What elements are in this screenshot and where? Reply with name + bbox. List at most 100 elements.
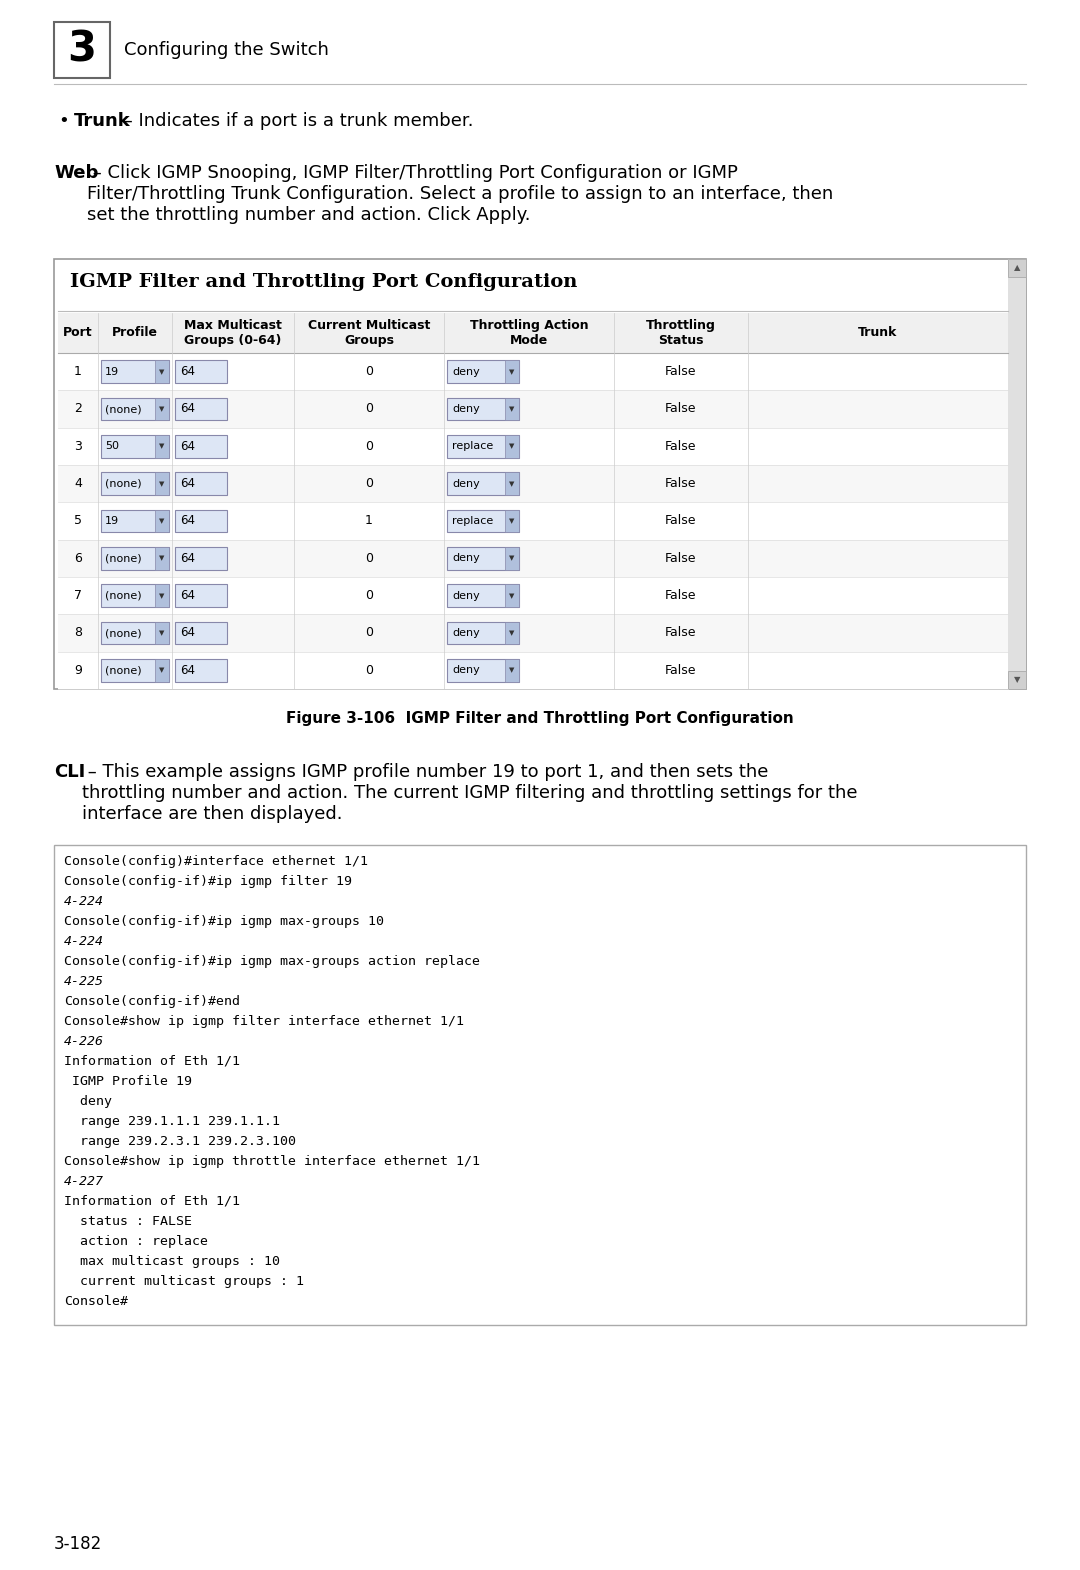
Text: Max Multicast
Groups (0-64): Max Multicast Groups (0-64) xyxy=(184,319,282,347)
Text: Information of Eth 1/1: Information of Eth 1/1 xyxy=(64,1195,240,1207)
FancyBboxPatch shape xyxy=(102,659,168,681)
Text: ▼: ▼ xyxy=(510,480,515,487)
Text: Figure 3-106  IGMP Filter and Throttling Port Configuration: Figure 3-106 IGMP Filter and Throttling … xyxy=(286,711,794,725)
Text: Console#show ip igmp filter interface ethernet 1/1: Console#show ip igmp filter interface et… xyxy=(64,1014,464,1028)
Text: (none): (none) xyxy=(105,403,141,414)
Text: 4-227: 4-227 xyxy=(64,1174,104,1188)
Text: False: False xyxy=(665,402,697,416)
Text: 64: 64 xyxy=(180,589,195,603)
Text: 1: 1 xyxy=(365,515,373,528)
Text: ▼: ▼ xyxy=(510,592,515,598)
Text: 5: 5 xyxy=(75,515,82,528)
FancyBboxPatch shape xyxy=(156,584,168,608)
Text: 0: 0 xyxy=(365,366,373,378)
Text: False: False xyxy=(665,440,697,452)
FancyBboxPatch shape xyxy=(447,546,519,570)
Text: False: False xyxy=(665,366,697,378)
Text: Profile: Profile xyxy=(112,327,158,339)
FancyBboxPatch shape xyxy=(156,435,168,457)
FancyBboxPatch shape xyxy=(505,361,519,383)
FancyBboxPatch shape xyxy=(58,353,1008,391)
Text: deny: deny xyxy=(453,628,480,637)
Text: CLI: CLI xyxy=(54,763,85,780)
FancyBboxPatch shape xyxy=(102,622,168,644)
Text: 64: 64 xyxy=(180,515,195,528)
Text: 3-182: 3-182 xyxy=(54,1535,103,1553)
Text: deny: deny xyxy=(453,553,480,564)
FancyBboxPatch shape xyxy=(156,659,168,681)
Text: Current Multicast
Groups: Current Multicast Groups xyxy=(308,319,430,347)
Text: 19: 19 xyxy=(105,517,119,526)
Text: ▼: ▼ xyxy=(160,592,164,598)
Text: False: False xyxy=(665,664,697,677)
Text: current multicast groups : 1: current multicast groups : 1 xyxy=(64,1275,303,1287)
Text: 64: 64 xyxy=(180,551,195,565)
Text: 64: 64 xyxy=(180,664,195,677)
FancyBboxPatch shape xyxy=(54,259,1026,689)
FancyBboxPatch shape xyxy=(156,473,168,495)
Text: 0: 0 xyxy=(365,589,373,603)
Text: deny: deny xyxy=(453,666,480,675)
Text: False: False xyxy=(665,515,697,528)
FancyBboxPatch shape xyxy=(447,584,519,608)
Text: 1: 1 xyxy=(75,366,82,378)
FancyBboxPatch shape xyxy=(175,546,227,570)
FancyBboxPatch shape xyxy=(1008,259,1026,689)
Text: 7: 7 xyxy=(75,589,82,603)
FancyBboxPatch shape xyxy=(447,361,519,383)
FancyBboxPatch shape xyxy=(505,397,519,421)
FancyBboxPatch shape xyxy=(156,622,168,644)
Text: status : FALSE: status : FALSE xyxy=(64,1215,192,1228)
Text: replace: replace xyxy=(453,517,494,526)
FancyBboxPatch shape xyxy=(102,546,168,570)
Text: deny: deny xyxy=(453,403,480,414)
Text: ▼: ▼ xyxy=(160,443,164,449)
Text: ▼: ▼ xyxy=(510,667,515,674)
FancyBboxPatch shape xyxy=(447,659,519,681)
Text: ▼: ▼ xyxy=(510,556,515,562)
Text: ▼: ▼ xyxy=(510,630,515,636)
FancyBboxPatch shape xyxy=(1008,670,1026,689)
FancyBboxPatch shape xyxy=(505,473,519,495)
Text: replace: replace xyxy=(453,441,494,451)
FancyBboxPatch shape xyxy=(505,584,519,608)
Text: ▼: ▼ xyxy=(510,518,515,524)
Text: ▼: ▼ xyxy=(510,407,515,411)
FancyBboxPatch shape xyxy=(175,584,227,608)
FancyBboxPatch shape xyxy=(58,427,1008,465)
Text: Console(config-if)#ip igmp max-groups action replace: Console(config-if)#ip igmp max-groups ac… xyxy=(64,955,480,969)
FancyBboxPatch shape xyxy=(58,578,1008,614)
Text: – This example assigns IGMP profile number 19 to port 1, and then sets the
throt: – This example assigns IGMP profile numb… xyxy=(82,763,858,823)
Text: 50: 50 xyxy=(105,441,119,451)
FancyBboxPatch shape xyxy=(58,540,1008,578)
Text: IGMP Filter and Throttling Port Configuration: IGMP Filter and Throttling Port Configur… xyxy=(70,273,578,290)
Text: Configuring the Switch: Configuring the Switch xyxy=(124,41,329,60)
Text: ▼: ▼ xyxy=(160,556,164,562)
Text: ▼: ▼ xyxy=(160,630,164,636)
FancyBboxPatch shape xyxy=(156,397,168,421)
Text: False: False xyxy=(665,477,697,490)
Text: 3: 3 xyxy=(75,440,82,452)
FancyBboxPatch shape xyxy=(156,510,168,532)
Text: 0: 0 xyxy=(365,664,373,677)
Text: IGMP Profile 19: IGMP Profile 19 xyxy=(64,1075,192,1088)
FancyBboxPatch shape xyxy=(447,397,519,421)
FancyBboxPatch shape xyxy=(175,435,227,457)
Text: range 239.1.1.1 239.1.1.1: range 239.1.1.1 239.1.1.1 xyxy=(64,1115,280,1127)
Text: 0: 0 xyxy=(365,477,373,490)
FancyBboxPatch shape xyxy=(102,473,168,495)
FancyBboxPatch shape xyxy=(102,361,168,383)
FancyBboxPatch shape xyxy=(447,435,519,457)
Text: ▼: ▼ xyxy=(510,443,515,449)
Text: Web: Web xyxy=(54,163,98,182)
Text: deny: deny xyxy=(64,1094,112,1108)
Text: (none): (none) xyxy=(105,590,141,601)
Text: (none): (none) xyxy=(105,666,141,675)
Text: Console(config-if)#ip igmp filter 19: Console(config-if)#ip igmp filter 19 xyxy=(64,874,352,889)
Text: ▼: ▼ xyxy=(1014,675,1021,685)
FancyBboxPatch shape xyxy=(175,622,227,644)
Text: ▼: ▼ xyxy=(160,518,164,524)
Text: 0: 0 xyxy=(365,626,373,639)
Text: Console(config)#interface ethernet 1/1: Console(config)#interface ethernet 1/1 xyxy=(64,856,368,868)
Text: 9: 9 xyxy=(75,664,82,677)
